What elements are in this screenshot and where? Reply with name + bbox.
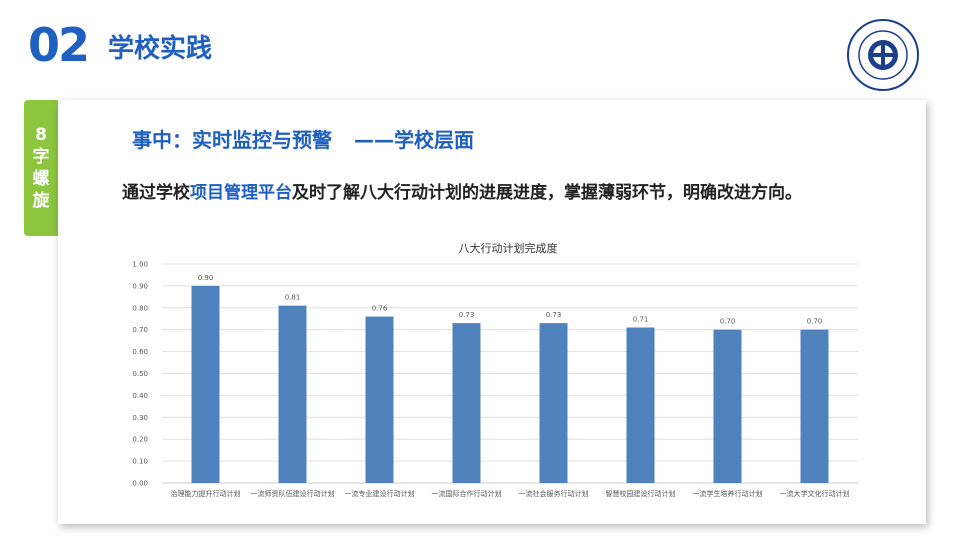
x-tick-label: 智慧校园建设行动计划 bbox=[606, 489, 676, 498]
x-tick-label: 一流社会服务行动计划 bbox=[519, 489, 589, 498]
data-label: 0.71 bbox=[633, 316, 649, 324]
bar bbox=[539, 323, 568, 483]
data-label: 0.76 bbox=[372, 305, 388, 313]
bar bbox=[365, 316, 394, 483]
bar-layer: 0.90 治理能力提升行动计划 0.81 一流师资队伍建设行动计划 0.76 一流专业建设… bbox=[171, 274, 850, 498]
y-tick-label: 0.90 bbox=[132, 282, 148, 290]
grid-layer: 0.00 0.10 0.20 0.30 0.40 0.50 0.60 0.70 0.80 0.90… bbox=[132, 261, 858, 488]
chart-title: 八大行动计划完成度 bbox=[459, 241, 558, 255]
section-number: 02 bbox=[28, 18, 90, 72]
y-tick-label: 0.50 bbox=[132, 370, 148, 378]
section-title: 学校实践 bbox=[108, 34, 213, 64]
x-tick-label: 一流大学文化行动计划 bbox=[780, 489, 850, 498]
data-label: 0.70 bbox=[720, 318, 736, 326]
description: 通过学校项目管理平台及时了解八大行动计划的进展进度，掌握薄弱环节，明确改进方向。 bbox=[122, 178, 802, 203]
side-tab-char: 螺 bbox=[32, 169, 50, 189]
data-label: 0.81 bbox=[285, 294, 301, 302]
bar bbox=[713, 329, 742, 483]
desc-after: 及时了解八大行动计划的进展进度，掌握薄弱环节，明确改进方向。 bbox=[292, 183, 802, 203]
bar bbox=[626, 327, 655, 483]
heading-sub: ——学校层面 bbox=[354, 128, 474, 152]
y-tick-label: 0.00 bbox=[132, 480, 148, 488]
bar bbox=[452, 323, 481, 483]
x-tick-label: 一流国际合作行动计划 bbox=[432, 489, 502, 498]
data-label: 0.90 bbox=[198, 274, 214, 282]
data-label: 0.73 bbox=[459, 311, 475, 319]
y-tick-label: 0.70 bbox=[132, 326, 148, 334]
y-tick-label: 0.60 bbox=[132, 348, 148, 356]
school-logo bbox=[847, 19, 919, 91]
side-tab-char: 字 bbox=[32, 147, 50, 167]
x-tick-label: 一流专业建设行动计划 bbox=[345, 489, 415, 498]
x-tick-label: 治理能力提升行动计划 bbox=[171, 489, 241, 498]
desc-before: 通过学校 bbox=[122, 183, 190, 203]
desc-highlight: 项目管理平台 bbox=[190, 183, 292, 203]
x-tick-label: 一流师资队伍建设行动计划 bbox=[251, 489, 335, 498]
side-tab-char: 旋 bbox=[32, 191, 50, 211]
completion-bar-chart: 八大行动计划完成度 0.000.100.200.300.400.500.600.… bbox=[132, 241, 858, 498]
bar bbox=[800, 329, 829, 483]
y-tick-label: 1.00 bbox=[132, 261, 148, 269]
heading-main: 事中：实时监控与预警 bbox=[132, 128, 332, 152]
y-tick-label: 0.20 bbox=[132, 436, 148, 444]
side-tab: 8 字 螺 旋 bbox=[24, 100, 58, 236]
data-label: 0.70 bbox=[807, 318, 823, 326]
side-tab-char: 8 bbox=[35, 125, 47, 145]
y-tick-label: 0.80 bbox=[132, 304, 148, 312]
x-tick-label: 一流学生培养行动计划 bbox=[693, 489, 763, 498]
y-tick-label: 0.40 bbox=[132, 392, 148, 400]
data-label: 0.73 bbox=[546, 311, 562, 319]
y-tick-label: 0.30 bbox=[132, 414, 148, 422]
bar bbox=[278, 305, 307, 483]
content-heading: 事中：实时监控与预警 ——学校层面 bbox=[132, 124, 474, 153]
bar bbox=[191, 285, 220, 483]
y-tick-label: 0.10 bbox=[132, 458, 148, 466]
